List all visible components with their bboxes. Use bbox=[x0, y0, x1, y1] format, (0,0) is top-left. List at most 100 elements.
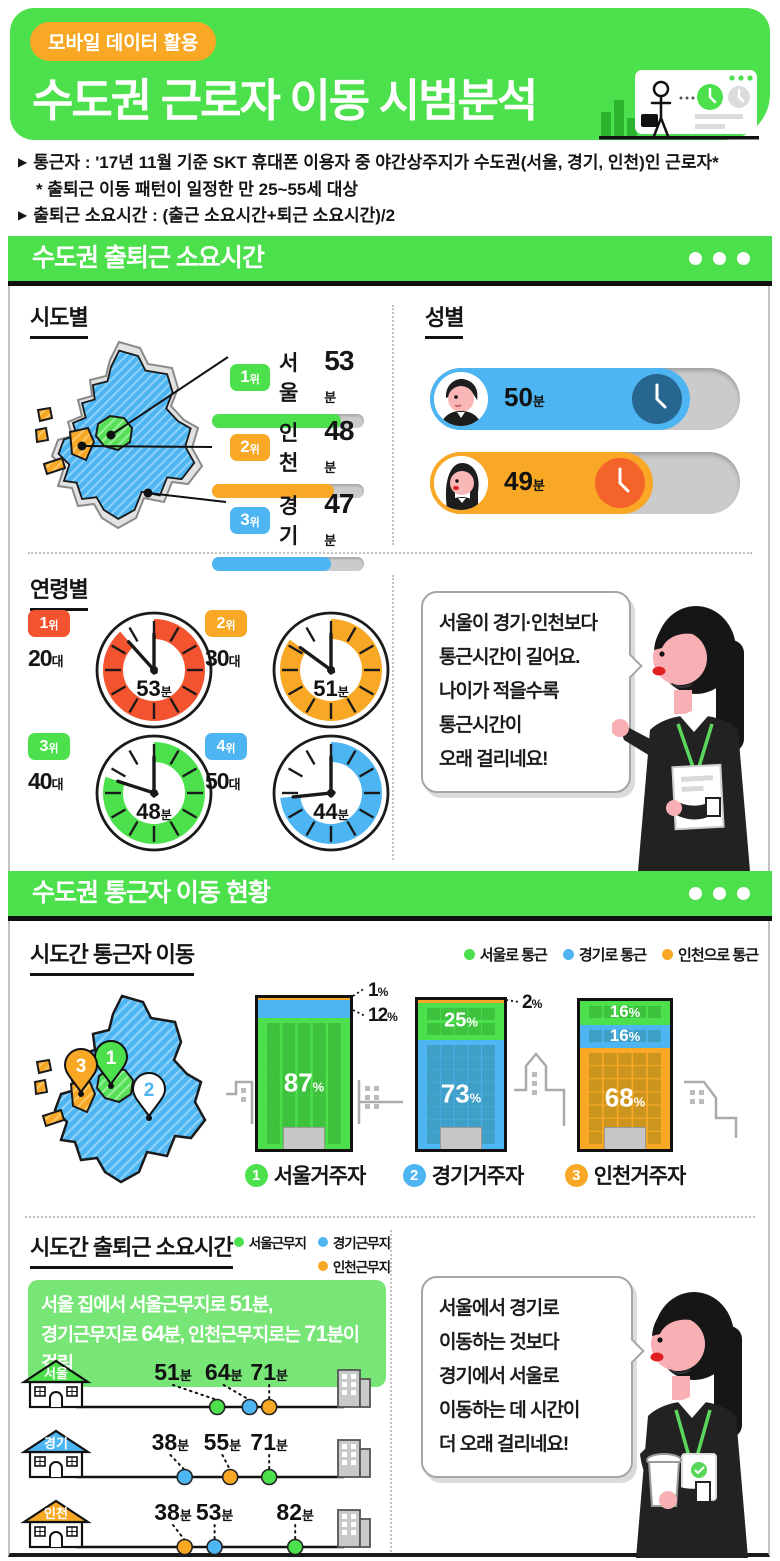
svg-text:38분: 38분 bbox=[152, 1429, 190, 1455]
note-line: * 출퇴근 이동 패턴이 일정한 만 25~55세 대상 bbox=[36, 177, 762, 203]
svg-text:71분: 71분 bbox=[250, 1359, 288, 1385]
building-label: 1 서울거주자 bbox=[235, 1160, 375, 1190]
definition-notes: ▶ 통근자 : '17년 11월 기준 SKT 휴대폰 이용자 중 야간상주지가 … bbox=[18, 150, 762, 230]
bar-track bbox=[212, 557, 364, 571]
banner: 모바일 데이터 활용 수도권 근로자 이동 시범분석 bbox=[10, 8, 770, 140]
section2-panel bbox=[8, 921, 770, 1557]
building-segment: 87% bbox=[258, 1018, 350, 1149]
vertical-divider bbox=[392, 305, 394, 545]
incheon-region bbox=[34, 406, 96, 476]
number-circle: 3 bbox=[564, 1163, 588, 1187]
age-clock: 53분 bbox=[94, 610, 214, 735]
section2-header: 수도권 통근자 이동 현황 bbox=[8, 871, 772, 921]
building-segment: 25% bbox=[418, 1002, 504, 1041]
map-pin: 2 bbox=[131, 1072, 167, 1121]
skyline-icon bbox=[514, 1052, 566, 1126]
section1-header: 수도권 출퇴근 소요시간 bbox=[8, 236, 772, 286]
building-segment bbox=[418, 1000, 504, 1003]
number-circle: 1 bbox=[244, 1163, 268, 1187]
svg-text:서울: 서울 bbox=[44, 1366, 68, 1381]
bar-fill bbox=[212, 414, 342, 428]
route-row-incheon: 인천 38분 53분 82분 bbox=[20, 1492, 376, 1561]
flows-map: 13 2 bbox=[33, 994, 207, 1184]
skyline-icon bbox=[226, 1080, 254, 1124]
legend-item: 경기로 통근 bbox=[562, 944, 647, 965]
clock-face-icon: 53분 bbox=[95, 611, 213, 729]
note-line: ▶ 출퇴근 소요시간 : (출근 소요시간+퇴근 소요시간)/2 bbox=[18, 203, 762, 230]
age-clock: 48분 bbox=[94, 733, 214, 858]
svg-text:38분: 38분 bbox=[154, 1499, 192, 1525]
bar-track bbox=[212, 484, 364, 498]
speech-line: 이동하는 데 시간이 bbox=[439, 1400, 580, 1421]
svg-text:인천: 인천 bbox=[44, 1506, 68, 1521]
bar-fill bbox=[212, 557, 331, 571]
triangle-bullet-icon: ▶ bbox=[18, 155, 28, 169]
routes-callout-text: 서울 집에서 서울근무지로 51분, 경기근무지로 64분, 인천근무지로는 71… bbox=[41, 1291, 360, 1374]
age-group-label: 50대 bbox=[205, 768, 241, 794]
region-name: 경기 bbox=[279, 495, 298, 548]
building-incheon-residents: 16% 16% 68% bbox=[577, 998, 673, 1152]
speech-line: 나이가 적을수록 bbox=[439, 681, 560, 702]
routes-legend: 서울근무지 경기근무지 인천근무지 bbox=[200, 1232, 391, 1276]
note-text: * 출퇴근 이동 패턴이 일정한 만 25~55세 대상 bbox=[36, 180, 359, 199]
vertical-divider bbox=[392, 575, 394, 860]
clock-icon bbox=[632, 374, 683, 424]
legend-dot-icon bbox=[662, 949, 674, 960]
legend-dot-icon bbox=[317, 1237, 328, 1247]
banner-illustration-icon bbox=[599, 70, 759, 140]
age-group-label: 40대 bbox=[28, 768, 64, 794]
region-name: 서울 bbox=[279, 352, 298, 405]
female-avatar-icon bbox=[434, 456, 488, 510]
minutes-value: 48분 bbox=[324, 415, 354, 475]
building-segment bbox=[258, 998, 350, 1000]
sido-subtitle: 시도별 bbox=[30, 300, 89, 339]
building-segment: 16% bbox=[580, 1024, 670, 1049]
number-circle: 2 bbox=[402, 1163, 426, 1187]
speech-line: 오래 걸리네요! bbox=[439, 749, 549, 770]
metro-map bbox=[34, 340, 204, 530]
svg-text:경기: 경기 bbox=[44, 1436, 68, 1451]
svg-text:82분: 82분 bbox=[276, 1499, 314, 1525]
presenter-illustration bbox=[612, 606, 750, 871]
speech-line: 경기에서 서울로 bbox=[439, 1366, 560, 1387]
routes-callout: 서울 집에서 서울근무지로 51분, 경기근무지로 64분, 인천근무지로는 71… bbox=[28, 1280, 386, 1392]
clock-face-icon: 44분 bbox=[272, 734, 390, 852]
minutes-value: 53분 bbox=[324, 345, 354, 405]
header-dots-icon bbox=[689, 252, 750, 265]
note-text: 통근자 : '17년 11월 기준 SKT 휴대폰 이용자 중 야간상주지가 수… bbox=[33, 153, 719, 172]
minutes-value: 47분 bbox=[324, 488, 354, 548]
map-pins: 13 2 bbox=[63, 1040, 167, 1121]
building-segment: 68% bbox=[580, 1048, 670, 1150]
speech-line: 이동하는 것보다 bbox=[439, 1332, 560, 1353]
pct-callout: 2% bbox=[522, 992, 542, 1013]
note-line: ▶ 통근자 : '17년 11월 기준 SKT 휴대폰 이용자 중 야간상주지가 … bbox=[18, 150, 762, 177]
legend-item: 경기근무지 bbox=[317, 1232, 391, 1252]
speech-bubble: 서울에서 경기로 이동하는 것보다 경기에서 서울로 이동하는 데 시간이 더 … bbox=[421, 1276, 633, 1478]
map-pin: 3 bbox=[63, 1048, 99, 1097]
age-clock: 51분 bbox=[271, 610, 391, 735]
banner-tag: 모바일 데이터 활용 bbox=[30, 22, 217, 61]
svg-text:44분: 44분 bbox=[313, 799, 349, 824]
svg-text:53분: 53분 bbox=[196, 1499, 234, 1525]
legend-item: 서울근무지 bbox=[233, 1232, 307, 1252]
route-row-seoul: 서울 51분 64분 71분 bbox=[20, 1352, 376, 1422]
male-avatar-icon bbox=[434, 372, 488, 426]
age-group-label: 30대 bbox=[205, 645, 241, 671]
age-subtitle: 연령별 bbox=[30, 572, 89, 611]
svg-text:2: 2 bbox=[144, 1080, 155, 1101]
pct-callout: 12% bbox=[368, 1005, 398, 1026]
horizontal-divider bbox=[28, 552, 752, 554]
gender-subtitle: 성별 bbox=[425, 300, 464, 339]
skyline-icon bbox=[357, 1080, 403, 1124]
section1-title: 수도권 출퇴근 소요시간 bbox=[32, 244, 265, 272]
flows-subtitle: 시도간 통근자 이동 bbox=[30, 937, 195, 976]
triangle-bullet-icon: ▶ bbox=[18, 208, 28, 222]
routes-subtitle: 시도간 출퇴근 소요시간 bbox=[30, 1230, 234, 1269]
speech-line: 서울에서 경기로 bbox=[439, 1298, 560, 1319]
